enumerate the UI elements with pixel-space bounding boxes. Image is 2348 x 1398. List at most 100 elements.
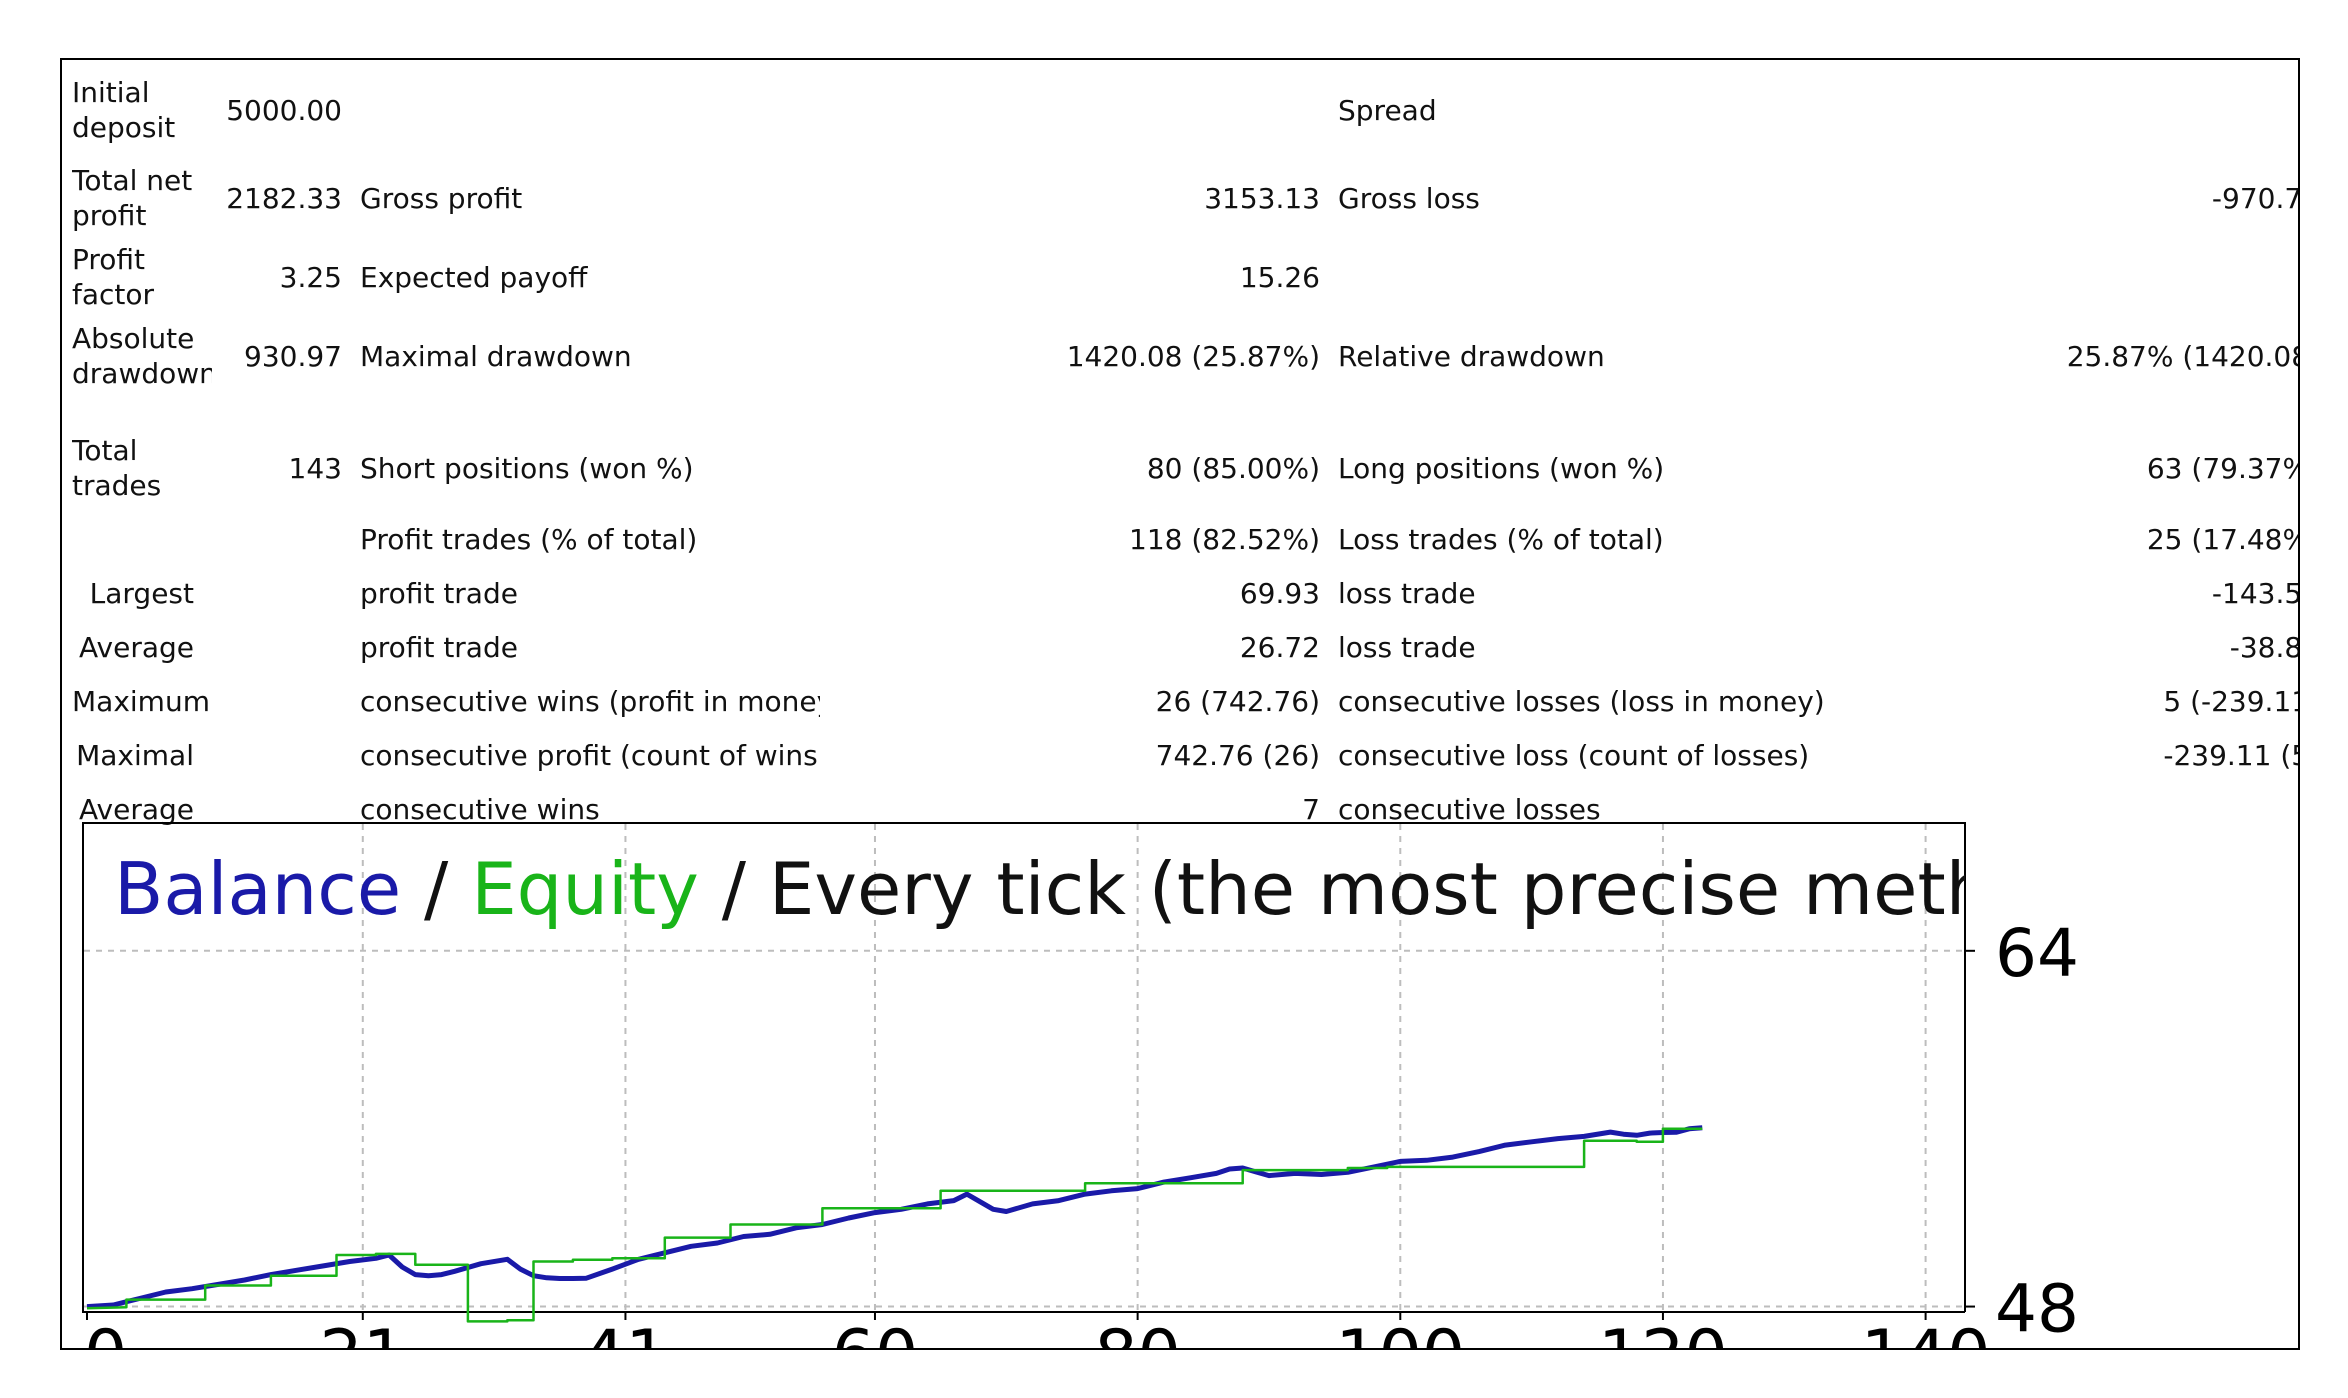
metric-label: Relative drawdown — [1338, 339, 1605, 373]
metric-label: profit trade — [360, 630, 518, 664]
row-label — [72, 512, 212, 566]
metric-value: 80 (85.00%) — [1146, 451, 1320, 485]
chart-title: Balance / Equity / Every tick (the most … — [114, 847, 2081, 931]
metric-label: consecutive loss (count of losses) — [1338, 738, 1810, 772]
x-tick-label: 100 — [1335, 1316, 1465, 1350]
row-value — [212, 620, 360, 674]
x-tick-label: 60 — [832, 1316, 919, 1350]
report-row: Initial deposit 5000.00 Spread 2 — [72, 66, 2298, 154]
row-label — [72, 400, 212, 424]
metric-value — [1958, 400, 2298, 424]
x-tick-label: 21 — [320, 1316, 407, 1350]
report-row: Largest profit trade 69.93 loss trade -143.5… — [72, 566, 2298, 620]
metric-value: 5 (-239.11) — [2163, 684, 2298, 718]
row-value: 3.25 — [279, 260, 342, 294]
metric-label: consecutive wins — [360, 792, 600, 826]
chart-title-part: / — [401, 847, 471, 931]
chart-title-part: / Every tick (the most precise method — [699, 847, 2081, 931]
report-row: Average consecutive wins 7 consecutive loss… — [72, 782, 2298, 836]
metric-value: 1420.08 (25.87%) — [1066, 339, 1320, 373]
metric-label: Expected payoff — [360, 260, 588, 294]
metric-label: consecutive losses — [1338, 792, 1601, 826]
row-label: Average — [79, 630, 194, 664]
metric-label — [360, 66, 820, 154]
row-value — [212, 674, 360, 728]
report-row: Absolute drawdown 930.97 Maximal drawdown 1… — [72, 312, 2300, 400]
metric-label: consecutive wins (profit in money) — [360, 684, 820, 718]
metric-label: Short positions (won %) — [360, 451, 694, 485]
chart-title-part: Equity — [471, 847, 699, 931]
metric-label — [360, 400, 820, 424]
metric-label — [1338, 400, 1958, 424]
row-label: Maximum — [72, 684, 210, 718]
report-row — [72, 400, 2298, 424]
x-tick-label: 0 — [84, 1316, 127, 1350]
metric-label: Spread — [1338, 93, 1437, 127]
metric-label: loss trade — [1338, 630, 1476, 664]
metric-value: 742.76 (26) — [1155, 738, 1320, 772]
y-tick-label: 6438 — [1995, 915, 2082, 992]
report-row: Maximum consecutive wins (profit in money… — [72, 674, 2298, 728]
metric-label: Loss trades (% of total) — [1338, 522, 1664, 556]
metric-value: 25.87% (1420.08) — [2066, 339, 2300, 373]
x-tick-label: 120 — [1598, 1316, 1728, 1350]
row-label: Average — [79, 792, 194, 826]
metric-value: 2 — [1958, 66, 2298, 154]
row-value — [212, 728, 360, 782]
report-row: Average profit trade 26.72 loss trade -38.83 — [72, 620, 2298, 674]
metric-value: -143.54 — [2211, 576, 2298, 610]
metric-label — [1338, 242, 1958, 312]
balance-equity-chart: 02141608010012014048036438Balance / Equi… — [82, 822, 2082, 1350]
x-tick-label: 41 — [582, 1316, 669, 1350]
report-row: Maximal consecutive profit (count of wins… — [72, 728, 2298, 782]
metric-label: Long positions (won %) — [1338, 451, 1665, 485]
metric-value: -970.79 — [2211, 181, 2298, 215]
metric-label: Profit trades (% of total) — [360, 522, 698, 556]
chart-title-part: Balance — [114, 847, 401, 931]
metric-value: -38.83 — [2229, 630, 2298, 664]
row-value: 5000.00 — [226, 93, 342, 127]
row-value — [212, 566, 360, 620]
metric-value — [1958, 242, 2298, 312]
metric-value — [820, 66, 1338, 154]
report-row: Total net profit 2182.33 Gross profit 3153.… — [72, 154, 2298, 242]
metric-value: 26 (742.76) — [1155, 684, 1320, 718]
row-label: Maximal — [76, 738, 194, 772]
row-label: Profit factor — [72, 243, 155, 311]
metric-label: profit trade — [360, 576, 518, 610]
x-tick-label: 80 — [1094, 1316, 1181, 1350]
metric-label: consecutive profit (count of wins) — [360, 738, 820, 772]
metric-value — [820, 400, 1338, 424]
metric-value: -239.11 (5) — [2163, 738, 2298, 772]
row-label: Total trades — [72, 434, 162, 502]
row-value: 2182.33 — [226, 181, 342, 215]
row-label: Initial deposit — [72, 76, 176, 144]
row-label: Absolute drawdown — [72, 322, 212, 390]
y-tick-label: 4803 — [1995, 1271, 2082, 1348]
metric-value: 7 — [1302, 792, 1320, 826]
metric-value: 25 (17.48%) — [2146, 522, 2298, 556]
metric-label: Gross loss — [1338, 181, 1480, 215]
row-value: 930.97 — [244, 339, 342, 373]
metric-value: 63 (79.37%) — [2146, 451, 2298, 485]
row-label: Largest — [89, 576, 194, 610]
metric-value: 69.93 — [1239, 576, 1320, 610]
report-row: Profit factor 3.25 Expected payoff 15.26 — [72, 242, 2298, 312]
row-value: 143 — [288, 451, 342, 485]
chart-svg: 02141608010012014048036438Balance / Equi… — [82, 822, 2082, 1350]
metric-label: loss trade — [1338, 576, 1476, 610]
metric-label: consecutive losses (loss in money) — [1338, 684, 1825, 718]
row-value — [212, 512, 360, 566]
row-value — [212, 400, 360, 424]
report-row: Total trades 143 Short positions (won %) 80… — [72, 424, 2298, 512]
row-label: Total net profit — [72, 164, 193, 232]
series-line-equity — [86, 1127, 1703, 1323]
report-row: Profit trades (% of total) 118 (82.52%) Lo… — [72, 512, 2298, 566]
x-tick-label: 140 — [1861, 1316, 1991, 1350]
metric-label: Gross profit — [360, 181, 523, 215]
metric-value: 15.26 — [1239, 260, 1320, 294]
metric-label: Maximal drawdown — [360, 339, 632, 373]
metric-value: 3153.13 — [1204, 181, 1320, 215]
